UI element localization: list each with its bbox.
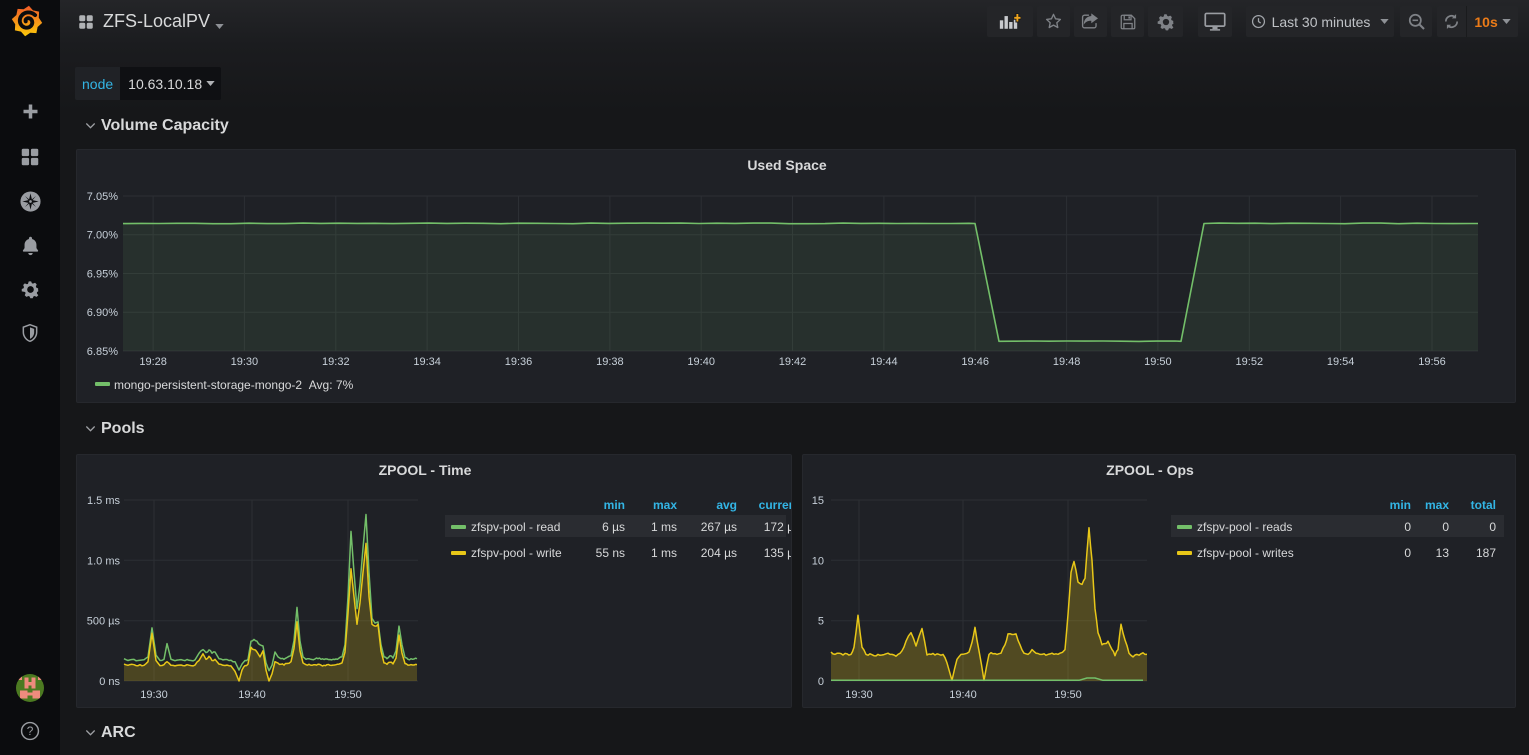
svg-text:19:46: 19:46: [961, 356, 989, 368]
svg-text:19:30: 19:30: [140, 689, 168, 701]
svg-text:19:40: 19:40: [949, 689, 977, 701]
svg-text:6.85%: 6.85%: [87, 346, 118, 358]
svg-text:19:40: 19:40: [687, 356, 715, 368]
svg-text:19:50: 19:50: [1144, 356, 1172, 368]
svg-text:500 µs: 500 µs: [87, 616, 121, 628]
svg-text:19:32: 19:32: [322, 356, 350, 368]
svg-text:19:56: 19:56: [1418, 356, 1446, 368]
svg-text:19:48: 19:48: [1053, 356, 1081, 368]
svg-text:19:44: 19:44: [870, 356, 898, 368]
svg-text:19:40: 19:40: [238, 689, 266, 701]
svg-text:5: 5: [818, 616, 824, 628]
svg-text:7.00%: 7.00%: [87, 230, 118, 242]
svg-text:19:50: 19:50: [334, 689, 362, 701]
svg-text:7.05%: 7.05%: [87, 191, 118, 203]
svg-text:1.0 ms: 1.0 ms: [87, 555, 121, 567]
svg-text:19:52: 19:52: [1236, 356, 1264, 368]
svg-text:1.5 ms: 1.5 ms: [87, 495, 121, 507]
svg-text:19:36: 19:36: [505, 356, 533, 368]
svg-text:19:38: 19:38: [596, 356, 624, 368]
svg-text:19:28: 19:28: [139, 356, 167, 368]
svg-text:19:34: 19:34: [413, 356, 441, 368]
svg-text:10: 10: [812, 555, 824, 567]
svg-text:0 ns: 0 ns: [99, 676, 120, 688]
svg-text:19:30: 19:30: [231, 356, 259, 368]
svg-text:15: 15: [812, 495, 824, 507]
svg-text:6.90%: 6.90%: [87, 307, 118, 319]
svg-text:19:50: 19:50: [1054, 689, 1082, 701]
svg-text:?: ?: [27, 724, 34, 738]
svg-text:19:54: 19:54: [1327, 356, 1355, 368]
svg-text:19:42: 19:42: [779, 356, 807, 368]
svg-text:19:30: 19:30: [845, 689, 873, 701]
svg-text:6.95%: 6.95%: [87, 269, 118, 281]
svg-text:0: 0: [818, 676, 824, 688]
